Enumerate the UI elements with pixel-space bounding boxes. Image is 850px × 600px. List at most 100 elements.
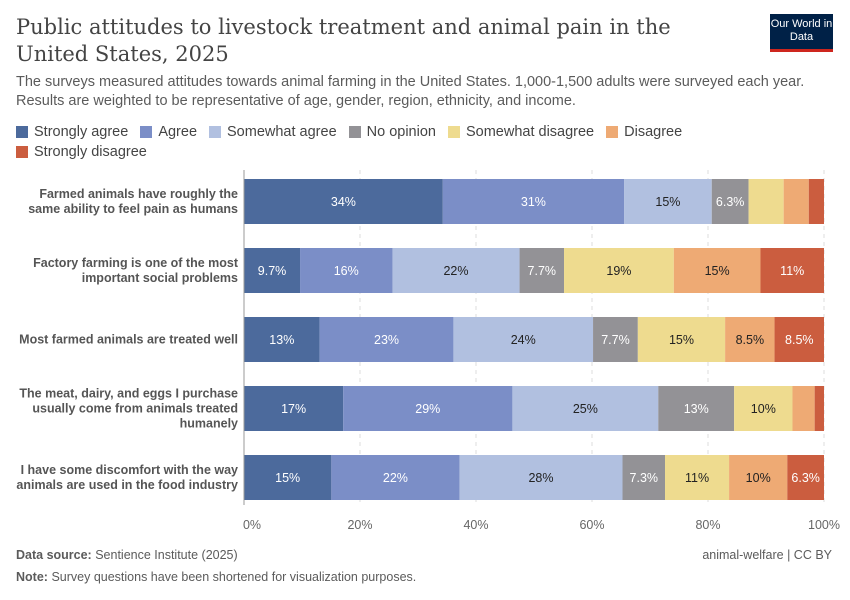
x-tick-label: 40%: [463, 518, 488, 532]
bar-segment[interactable]: [783, 179, 809, 224]
data-label: 7.3%: [630, 471, 659, 485]
bar-segment[interactable]: [244, 317, 320, 362]
bar-segment[interactable]: [774, 317, 824, 362]
legend-swatch: [16, 126, 28, 138]
legend-item[interactable]: Somewhat disagree: [447, 122, 595, 142]
legend-label: Disagree: [624, 124, 683, 140]
x-tick-label: 80%: [695, 518, 720, 532]
legend-label: Somewhat agree: [227, 124, 337, 140]
legend-item[interactable]: Strongly agree: [16, 122, 128, 142]
bar-segment[interactable]: [300, 248, 393, 293]
legend-swatch: [16, 146, 28, 158]
legend-item[interactable]: Disagree: [606, 122, 682, 142]
bar-segment[interactable]: [244, 179, 443, 224]
legend-swatch: [447, 126, 460, 138]
chart-subtitle: The surveys measured attitudes towards a…: [16, 74, 805, 109]
data-label: 13%: [269, 333, 294, 347]
license[interactable]: animal-welfare | CC BY: [702, 548, 832, 562]
bar-segment[interactable]: [244, 386, 344, 431]
bar-segment[interactable]: [564, 248, 674, 293]
row-label: I have some discomfort with the way anim…: [16, 462, 238, 492]
note-text: Survey questions have been shortened for…: [51, 570, 417, 584]
legend-swatch: [140, 126, 153, 138]
data-label: 29%: [415, 402, 440, 416]
bar-segment[interactable]: [814, 386, 824, 431]
data-label: 10%: [751, 402, 776, 416]
bar-segment[interactable]: [787, 455, 824, 500]
bar-segment[interactable]: [808, 179, 824, 224]
data-label: 22%: [383, 471, 408, 485]
legend-label: No opinion: [366, 124, 436, 140]
legend-swatch: [348, 126, 361, 138]
data-label: 9.7%: [258, 264, 287, 278]
bar-segment[interactable]: [319, 317, 454, 362]
bar-segment[interactable]: [665, 455, 730, 500]
bar-segment[interactable]: [512, 386, 659, 431]
data-label: 34%: [331, 195, 356, 209]
legend: Strongly agree Agree Somewhat agree No opin…: [16, 122, 816, 162]
data-label: 31%: [521, 195, 546, 209]
data-label: 8.5%: [785, 333, 814, 347]
bar-segment[interactable]: [725, 317, 775, 362]
row-label: Farmed animals have roughly the same abi…: [28, 186, 238, 216]
data-label: 7.7%: [528, 264, 557, 278]
x-tick-label: 100%: [808, 518, 840, 532]
source-label: Data source:: [16, 548, 92, 562]
bar-segment[interactable]: [624, 179, 712, 224]
bar-segment[interactable]: [453, 317, 594, 362]
note: Note: Survey questions have been shorten…: [16, 570, 416, 584]
bar-segment[interactable]: [760, 248, 824, 293]
row-label: The meat, dairy, and eggs I purchase usu…: [19, 386, 238, 430]
legend-label: Strongly agree: [34, 124, 129, 140]
data-label: 22%: [443, 264, 468, 278]
owid-logo[interactable]: Our World in Data: [770, 14, 833, 52]
bar-segment[interactable]: [244, 455, 332, 500]
data-label: 13%: [684, 402, 709, 416]
data-label: 8.5%: [736, 333, 765, 347]
data-label: 11%: [685, 471, 709, 485]
bar-segment[interactable]: [729, 455, 788, 500]
bar-segment[interactable]: [658, 386, 735, 431]
legend-item[interactable]: Somewhat agree: [209, 122, 337, 142]
bar-segment[interactable]: [637, 317, 726, 362]
bar-segment[interactable]: [343, 386, 513, 431]
x-tick-label: 20%: [347, 518, 372, 532]
bar-segment[interactable]: [622, 455, 666, 500]
data-label: 23%: [374, 333, 399, 347]
row-label: Factory farming is one of the most impor…: [33, 255, 238, 285]
legend-item[interactable]: No opinion: [348, 122, 436, 142]
bar-segment[interactable]: [459, 455, 623, 500]
legend-label: Strongly disagree: [34, 144, 147, 160]
data-label: 19%: [606, 264, 631, 278]
data-label: 17%: [281, 402, 306, 416]
bar-segment[interactable]: [244, 248, 301, 293]
data-source: Data source: Sentience Institute (2025): [16, 548, 238, 562]
legend-label: Somewhat disagree: [465, 124, 595, 140]
data-label: 24%: [511, 333, 536, 347]
x-tick-label: 60%: [579, 518, 604, 532]
bar-segment[interactable]: [442, 179, 625, 224]
legend-item[interactable]: Agree: [140, 122, 197, 142]
bar-segment[interactable]: [734, 386, 793, 431]
bar-segment[interactable]: [392, 248, 520, 293]
bar-segment[interactable]: [593, 317, 638, 362]
data-label: 15%: [705, 264, 730, 278]
data-label: 25%: [573, 402, 598, 416]
data-label: 10%: [746, 471, 771, 485]
data-label: 28%: [528, 471, 553, 485]
bar-segment[interactable]: [748, 179, 784, 224]
legend-item[interactable]: Strongly disagree: [16, 142, 147, 162]
bar-segment[interactable]: [673, 248, 761, 293]
data-label: 6.3%: [716, 195, 745, 209]
bar-segment[interactable]: [711, 179, 749, 224]
legend-swatch: [606, 126, 619, 138]
bar-segment[interactable]: [519, 248, 565, 293]
legend-swatch: [209, 126, 222, 138]
bar-segment[interactable]: [331, 455, 460, 500]
data-label: 15%: [655, 195, 680, 209]
source-link[interactable]: Sentience Institute (2025): [95, 548, 238, 562]
bar-segment[interactable]: [792, 386, 815, 431]
legend-label: Agree: [158, 124, 198, 140]
